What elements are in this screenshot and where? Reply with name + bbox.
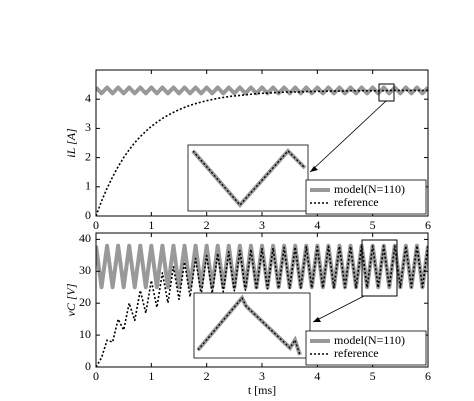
arrow-head <box>310 166 318 172</box>
y-axis-label: iL [A] <box>64 128 78 158</box>
legend-label: model(N=110) <box>334 182 405 196</box>
legend: model(N=110)reference <box>305 179 427 215</box>
legend-label: model(N=110) <box>334 333 405 347</box>
y-tick-label: 2 <box>85 149 91 163</box>
data-line <box>96 85 428 96</box>
inset-frame <box>187 144 309 212</box>
x-tick-label: 1 <box>148 369 154 383</box>
x-tick-label: 2 <box>204 369 210 383</box>
x-tick-label: 0 <box>93 369 99 383</box>
legend-label: reference <box>334 346 379 360</box>
y-tick-label: 10 <box>79 327 91 341</box>
legend-label: reference <box>334 195 379 209</box>
x-tick-label: 0 <box>93 218 99 232</box>
x-tick-label: 6 <box>425 369 431 383</box>
x-tick-label: 6 <box>425 218 431 232</box>
y-tick-label: 3 <box>85 120 91 134</box>
y-tick-label: 40 <box>79 231 91 245</box>
legend: model(N=110)reference <box>305 330 427 366</box>
y-tick-label: 0 <box>85 208 91 222</box>
zoom-box <box>361 239 398 297</box>
arrow-head <box>313 317 321 322</box>
y-tick-label: 20 <box>79 295 91 309</box>
x-tick-label: 1 <box>148 218 154 232</box>
inset-model <box>191 148 307 209</box>
x-tick-label: 3 <box>259 369 265 383</box>
zoom-box <box>378 83 395 102</box>
legend-box <box>305 179 427 215</box>
zoom-arrow <box>312 295 365 323</box>
inset-frame <box>193 292 311 359</box>
y-tick-label: 4 <box>85 91 91 105</box>
x-tick-label: 5 <box>370 369 376 383</box>
x-axis-label: t [ms] <box>248 383 276 397</box>
zoom-arrow <box>309 100 387 173</box>
inset-reference <box>197 296 301 356</box>
x-tick-label: 5 <box>370 218 376 232</box>
inset-bottom <box>193 239 398 359</box>
data-line <box>96 244 428 367</box>
lines <box>96 85 428 216</box>
x-tick-label: 4 <box>314 369 320 383</box>
y-tick-label: 30 <box>79 263 91 277</box>
x-tick-label: 4 <box>314 218 320 232</box>
y-tick-label: 0 <box>85 359 91 373</box>
data-line <box>96 89 428 216</box>
y-axis-label: vC [V] <box>64 283 78 316</box>
legend-box <box>305 330 427 366</box>
y-tick-label: 1 <box>85 179 91 193</box>
x-tick-label: 2 <box>204 218 210 232</box>
inset-top <box>187 83 395 212</box>
lines <box>96 243 428 367</box>
x-tick-label: 3 <box>259 218 265 232</box>
